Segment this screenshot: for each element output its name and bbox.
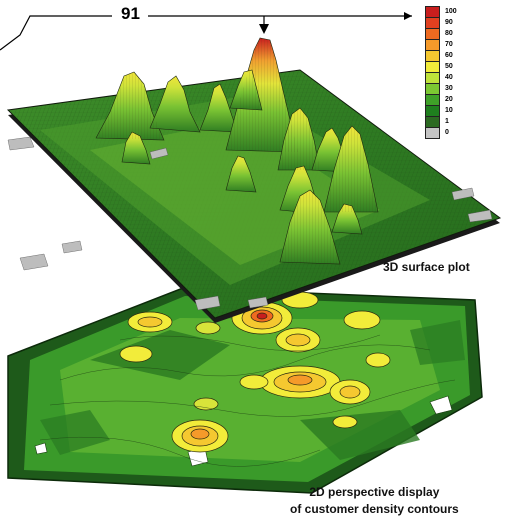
legend-label: 10 xyxy=(445,107,453,114)
caption-2d-line1: 2D perspective display xyxy=(309,485,440,499)
caption-3d-surface: 3D surface plot xyxy=(383,260,470,274)
legend-label: 70 xyxy=(445,41,453,48)
caption-2d-contours: 2D perspective display of customer densi… xyxy=(290,484,459,518)
legend-label: 40 xyxy=(445,74,453,81)
legend-label: 60 xyxy=(445,52,453,59)
legend-label: 30 xyxy=(445,85,453,92)
legend-label: 1 xyxy=(445,118,449,125)
peak-value-label: 91 xyxy=(118,4,143,24)
legend-swatch xyxy=(425,127,440,139)
contour-plane xyxy=(7,287,483,494)
legend-label: 80 xyxy=(445,30,453,37)
surface-plot xyxy=(6,37,502,323)
legend: 100 90 80 70 60 50 40 30 20 10 1 0 xyxy=(425,6,485,139)
caption-2d-line2: of customer density contours xyxy=(290,502,459,516)
callout-lines xyxy=(0,12,412,51)
legend-label: 50 xyxy=(445,63,453,70)
legend-label: 0 xyxy=(445,129,449,136)
legend-label: 90 xyxy=(445,19,453,26)
legend-label: 20 xyxy=(445,96,453,103)
legend-label: 100 xyxy=(445,8,457,15)
